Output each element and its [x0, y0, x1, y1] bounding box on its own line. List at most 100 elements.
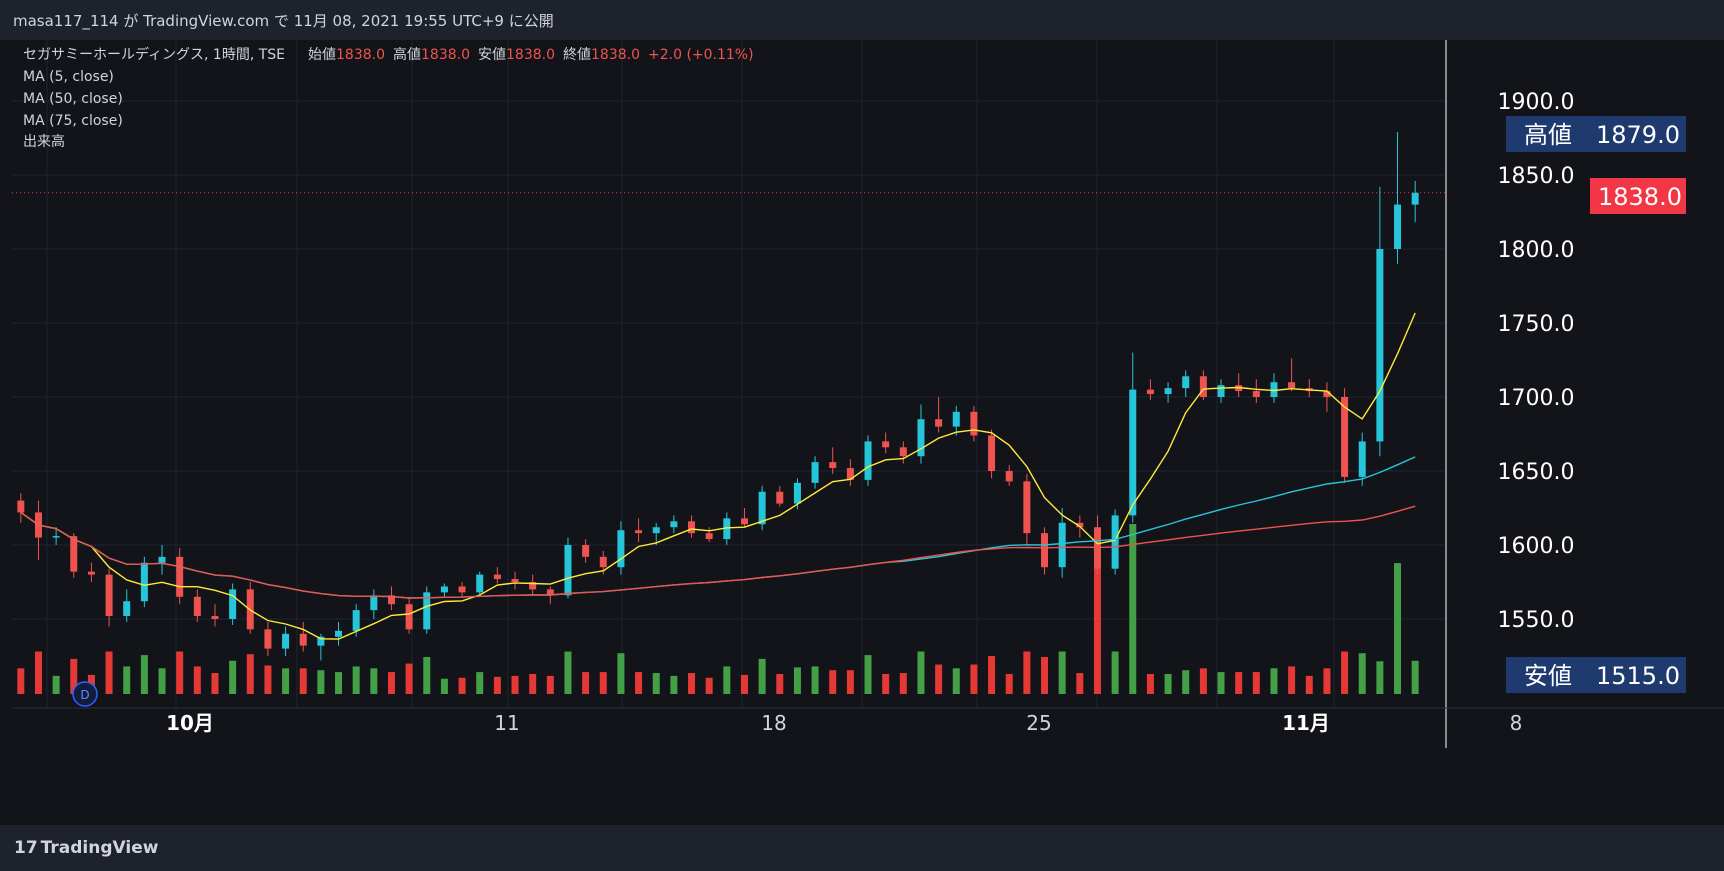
footer-bar	[0, 825, 1724, 871]
volume-bar	[1376, 661, 1384, 694]
volume-bar	[776, 673, 784, 694]
price-tick-label: 1650.0	[1498, 460, 1575, 485]
candle-body	[793, 482, 801, 504]
volume-bar	[1411, 660, 1419, 694]
time-label-11: 11	[494, 711, 519, 735]
dividend-marker[interactable]: D	[72, 681, 98, 707]
legend-ma75: MA (75, close)	[23, 113, 123, 129]
time-axis[interactable]: 10月 11 18 25 11月 8	[166, 711, 1522, 735]
candle-body	[1058, 522, 1066, 568]
volume-bar	[1058, 651, 1066, 694]
legend-volume: 出来高	[23, 133, 65, 150]
ma5-line	[20, 312, 1416, 640]
candle-body	[935, 419, 943, 427]
volume-bar	[317, 670, 325, 694]
candle-body	[776, 491, 784, 504]
candle-body	[70, 536, 78, 572]
candle-body	[317, 636, 325, 646]
time-label-oct: 10月	[166, 711, 214, 735]
high-badge-value: 1879.0	[1596, 121, 1680, 149]
candle-body	[493, 574, 501, 580]
volume-bar	[899, 673, 907, 694]
candle-body	[988, 435, 996, 471]
volume-bar	[493, 676, 501, 694]
price-chart[interactable]: セガサミーホールディングス, 1時間, TSE 始値1838.0 高値1838.0…	[12, 40, 1724, 825]
candle-body	[87, 571, 95, 575]
candle-body	[511, 579, 519, 582]
volume-bar	[123, 666, 131, 694]
volume-bar	[352, 666, 360, 694]
ohlc-low-label: 安値	[478, 47, 506, 63]
volume-bar	[652, 673, 660, 694]
volume-bar	[387, 672, 395, 694]
volume-bar	[229, 660, 237, 694]
volume-bar	[511, 675, 519, 694]
grid-lines	[12, 40, 1446, 708]
volume-bar	[282, 668, 290, 694]
candle-body	[1146, 389, 1154, 395]
chart-legend: セガサミーホールディングス, 1時間, TSE 始値1838.0 高値1838.0…	[23, 46, 754, 150]
volume-bar	[935, 664, 943, 694]
candle-body	[882, 441, 890, 448]
ohlc-close-label: 終値	[563, 47, 591, 63]
moving-averages	[20, 312, 1416, 640]
plot-background	[12, 40, 1724, 825]
publish-caption: masa117_114 が TradingView.com で 11月 08, …	[13, 12, 554, 30]
ohlc-high-value: 1838.0	[421, 47, 470, 63]
candle-body	[1270, 382, 1278, 397]
volume-bar	[299, 668, 307, 694]
candle-body	[352, 610, 360, 631]
candle-body	[829, 462, 837, 469]
candle-body	[1111, 515, 1119, 569]
candle-body	[899, 447, 907, 457]
volume-bar	[546, 675, 554, 694]
volume-bar	[688, 673, 696, 694]
price-tick-label: 1850.0	[1498, 164, 1575, 189]
candle-body	[1288, 382, 1296, 389]
low-badge-label: 安値	[1524, 662, 1572, 690]
volume-bar	[370, 668, 378, 694]
candle-body	[723, 518, 731, 540]
candle-body	[1358, 441, 1366, 477]
ma75-line	[20, 505, 1416, 599]
volume-bar	[670, 675, 678, 694]
candle-body	[335, 630, 343, 637]
volume-bar	[617, 653, 625, 694]
volume-bar	[1005, 673, 1013, 694]
tradingview-logo[interactable]: 17 TradingView	[14, 838, 158, 858]
volume-bar	[705, 677, 713, 694]
volume-bars	[17, 524, 1419, 694]
volume-bar	[52, 675, 60, 694]
candle-body	[670, 521, 678, 528]
candle-body	[705, 533, 713, 540]
candle-body	[387, 595, 395, 605]
time-label-18: 18	[761, 711, 786, 735]
volume-bar	[952, 668, 960, 694]
volume-bar	[988, 656, 996, 694]
volume-bar	[529, 673, 537, 694]
candle-body	[1129, 389, 1137, 516]
candle-body	[123, 601, 131, 617]
chart-area[interactable]: セガサミーホールディングス, 1時間, TSE 始値1838.0 高値1838.0…	[12, 40, 1724, 825]
volume-bar	[970, 664, 978, 694]
candle-body	[1217, 385, 1225, 397]
candle-body	[582, 545, 590, 557]
price-axis[interactable]: 1900.0 1850.0 1800.0 1750.0 1700.0 1650.0 1600…	[1498, 90, 1575, 633]
time-label-nov: 11月	[1282, 711, 1330, 735]
volume-bar	[599, 672, 607, 694]
ohlc-open-value: 1838.0	[336, 47, 385, 63]
candle-body	[688, 521, 696, 534]
price-tick-label: 1800.0	[1498, 238, 1575, 263]
candle-body	[1164, 388, 1172, 395]
volume-bar	[1341, 651, 1349, 694]
volume-bar	[335, 672, 343, 694]
volume-bar	[564, 651, 572, 694]
volume-bar	[846, 670, 854, 694]
candle-body	[1076, 522, 1084, 528]
publish-header: masa117_114 が TradingView.com で 11月 08, …	[0, 0, 1724, 40]
price-tick-label: 1600.0	[1498, 534, 1575, 559]
ohlc-low-value: 1838.0	[506, 47, 555, 63]
candle-body	[564, 545, 572, 596]
candle-body	[17, 500, 25, 513]
candle-body	[476, 574, 484, 593]
